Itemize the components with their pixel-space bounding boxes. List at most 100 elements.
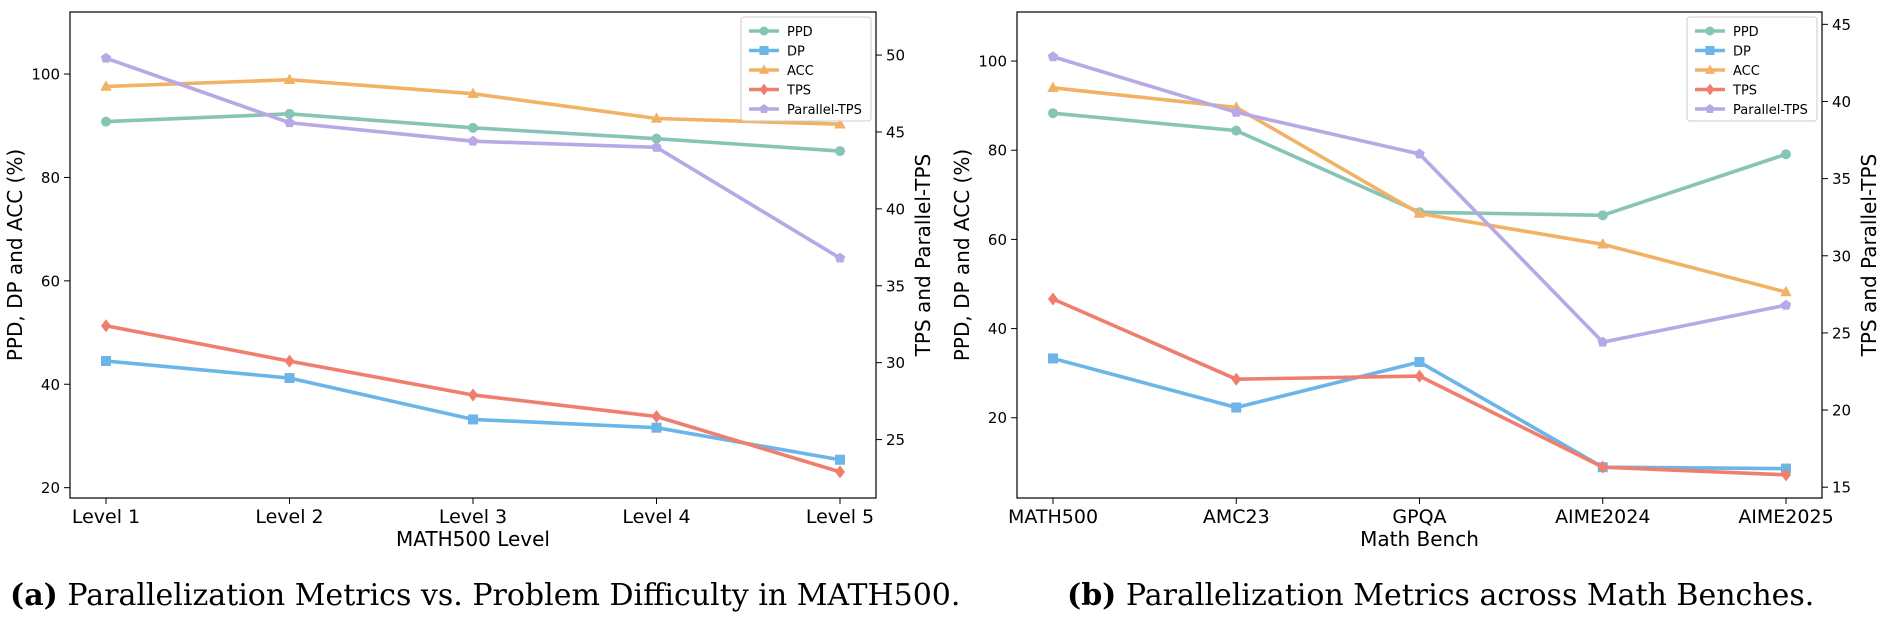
x-tick-label: AIME2024 — [1555, 506, 1650, 528]
y-tick-label: 60 — [988, 231, 1007, 249]
x-axis-label: MATH500 Level — [396, 527, 550, 551]
data-point — [1780, 285, 1792, 297]
data-point — [284, 117, 295, 128]
data-point — [651, 422, 662, 433]
data-point — [1597, 238, 1609, 249]
y2-tick-label: 30 — [1832, 247, 1851, 265]
data-point — [1231, 125, 1242, 136]
caption-a-text: Parallelization Metrics vs. Problem Diff… — [67, 578, 961, 613]
data-point — [1414, 357, 1425, 368]
x-tick-label: AIME2025 — [1738, 506, 1833, 528]
legend-label: DP — [787, 45, 805, 60]
data-point — [1047, 51, 1059, 62]
data-point — [1413, 207, 1426, 218]
data-point — [1048, 353, 1058, 364]
legend-label: DP — [1733, 45, 1751, 60]
series-tps — [1048, 292, 1791, 482]
y-axis-label: PPD, DP and ACC (%) — [950, 149, 974, 361]
y2-tick-label: 35 — [1832, 170, 1851, 188]
data-point — [467, 87, 479, 98]
data-point — [651, 409, 662, 423]
legend-label: PPD — [787, 25, 813, 40]
data-point — [467, 135, 479, 146]
data-point — [1597, 336, 1608, 347]
caption-b: (b) Parallelization Metrics across Math … — [1067, 578, 1814, 613]
series-acc — [100, 73, 846, 129]
series-line — [104, 359, 842, 462]
data-point — [650, 112, 663, 123]
y-tick-label: 20 — [988, 409, 1007, 427]
data-point — [1414, 148, 1425, 159]
x-tick-label: Level 2 — [255, 506, 323, 528]
y2-tick-label: 30 — [886, 354, 905, 372]
data-point — [834, 117, 846, 129]
y-tick-label: 40 — [988, 320, 1007, 338]
data-point — [835, 454, 845, 465]
legend-marker — [759, 26, 769, 36]
y-axis-label: PPD, DP and ACC (%) — [3, 149, 27, 361]
y2-tick-label: 15 — [1832, 479, 1851, 497]
caption-a: (a) Parallelization Metrics vs. Problem … — [10, 578, 960, 613]
data-point — [651, 141, 662, 152]
data-point — [468, 388, 478, 402]
data-point — [1597, 460, 1608, 474]
series-dp — [101, 355, 845, 465]
y2-tick-label: 45 — [886, 123, 905, 141]
data-point — [835, 146, 845, 157]
x-tick-label: Level 5 — [806, 506, 874, 528]
x-tick-label: Level 4 — [622, 506, 690, 528]
data-point — [1414, 369, 1425, 383]
data-point — [1780, 299, 1792, 310]
y2-tick-label: 40 — [886, 200, 905, 218]
series-ppd — [1048, 108, 1791, 221]
legend-marker — [759, 83, 769, 96]
caption-b-text: Parallelization Metrics across Math Benc… — [1125, 578, 1815, 613]
legend-marker — [759, 46, 769, 55]
y-tick-label: 80 — [41, 169, 60, 187]
caption-a-tag: (a) — [10, 578, 58, 613]
data-point — [1231, 402, 1242, 413]
y-tick-label: 100 — [31, 66, 60, 84]
legend-marker — [758, 64, 770, 74]
y2-axis-label: TPS and Parallel-TPS — [911, 154, 935, 358]
data-point — [651, 133, 662, 144]
series-parallel-tps — [1047, 51, 1792, 347]
x-tick-label: Level 3 — [439, 506, 507, 528]
legend-label: ACC — [787, 64, 814, 79]
data-point — [1231, 106, 1242, 117]
data-point — [100, 52, 112, 63]
data-point — [284, 108, 295, 119]
legend-marker — [1705, 26, 1715, 36]
x-tick-label: MATH500 — [1008, 506, 1098, 528]
data-point — [101, 116, 111, 127]
legend-label: TPS — [786, 84, 811, 99]
y2-tick-label: 25 — [1832, 324, 1851, 342]
legend-marker — [1705, 46, 1715, 55]
data-point — [468, 122, 478, 133]
chart-a: Level 1 Level 2 Level 3 Level 4 Level 5 20 40 6… — [3, 11, 935, 551]
y2-tick-label: 35 — [886, 277, 905, 295]
legend-label: Parallel-TPS — [1733, 103, 1808, 118]
legend-label: TPS — [1732, 84, 1757, 99]
data-point — [284, 354, 295, 368]
legend-label: Parallel-TPS — [787, 103, 862, 118]
data-point — [1781, 149, 1791, 160]
legend-frame — [740, 16, 872, 122]
series-parallel-tps — [100, 52, 846, 263]
chart-b: MATH500 AMC23 GPQA AIME2024 AIME2025 20 40 60 80… — [950, 11, 1880, 551]
data-point — [468, 414, 478, 425]
legend-marker — [1705, 104, 1715, 113]
legend: PPD DP ACC TPS Parallel-TPS — [740, 16, 872, 122]
data-point — [101, 355, 111, 366]
y2-tick-label: 20 — [1832, 402, 1851, 420]
legend-label: PPD — [1733, 25, 1759, 40]
series-ppd — [101, 108, 845, 157]
y-tick-label: 100 — [978, 53, 1007, 71]
y-tick-label: 80 — [988, 142, 1007, 160]
legend: PPD DP ACC TPS Parallel-TPS — [1686, 16, 1818, 122]
legend-label: ACC — [1733, 64, 1760, 79]
y2-tick-label: 50 — [886, 47, 905, 65]
legend-marker — [1704, 64, 1716, 74]
data-point — [283, 73, 296, 84]
